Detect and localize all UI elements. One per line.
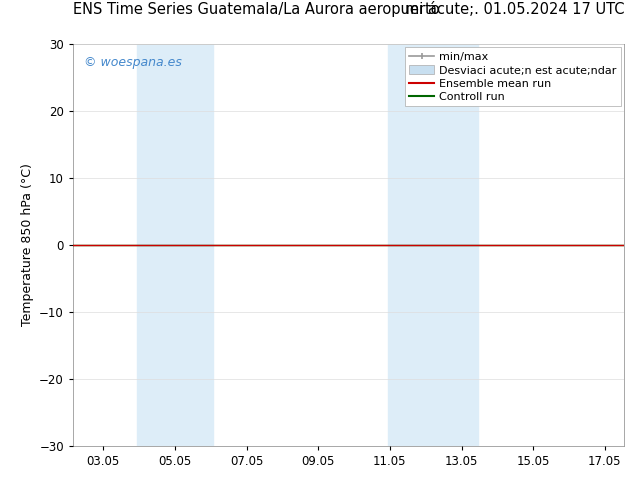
- Text: mi ácute;. 01.05.2024 17 UTC: mi ácute;. 01.05.2024 17 UTC: [405, 2, 624, 17]
- Legend: min/max, Desviaci acute;n est acute;ndar, Ensemble mean run, Controll run: min/max, Desviaci acute;n est acute;ndar…: [405, 48, 621, 106]
- Bar: [138, 44, 212, 446]
- Y-axis label: Temperature 850 hPa (°C): Temperature 850 hPa (°C): [20, 164, 34, 326]
- Text: © woespana.es: © woespana.es: [84, 56, 182, 69]
- Bar: [388, 44, 477, 446]
- Text: ENS Time Series Guatemala/La Aurora aeropuerto: ENS Time Series Guatemala/La Aurora aero…: [73, 2, 439, 17]
